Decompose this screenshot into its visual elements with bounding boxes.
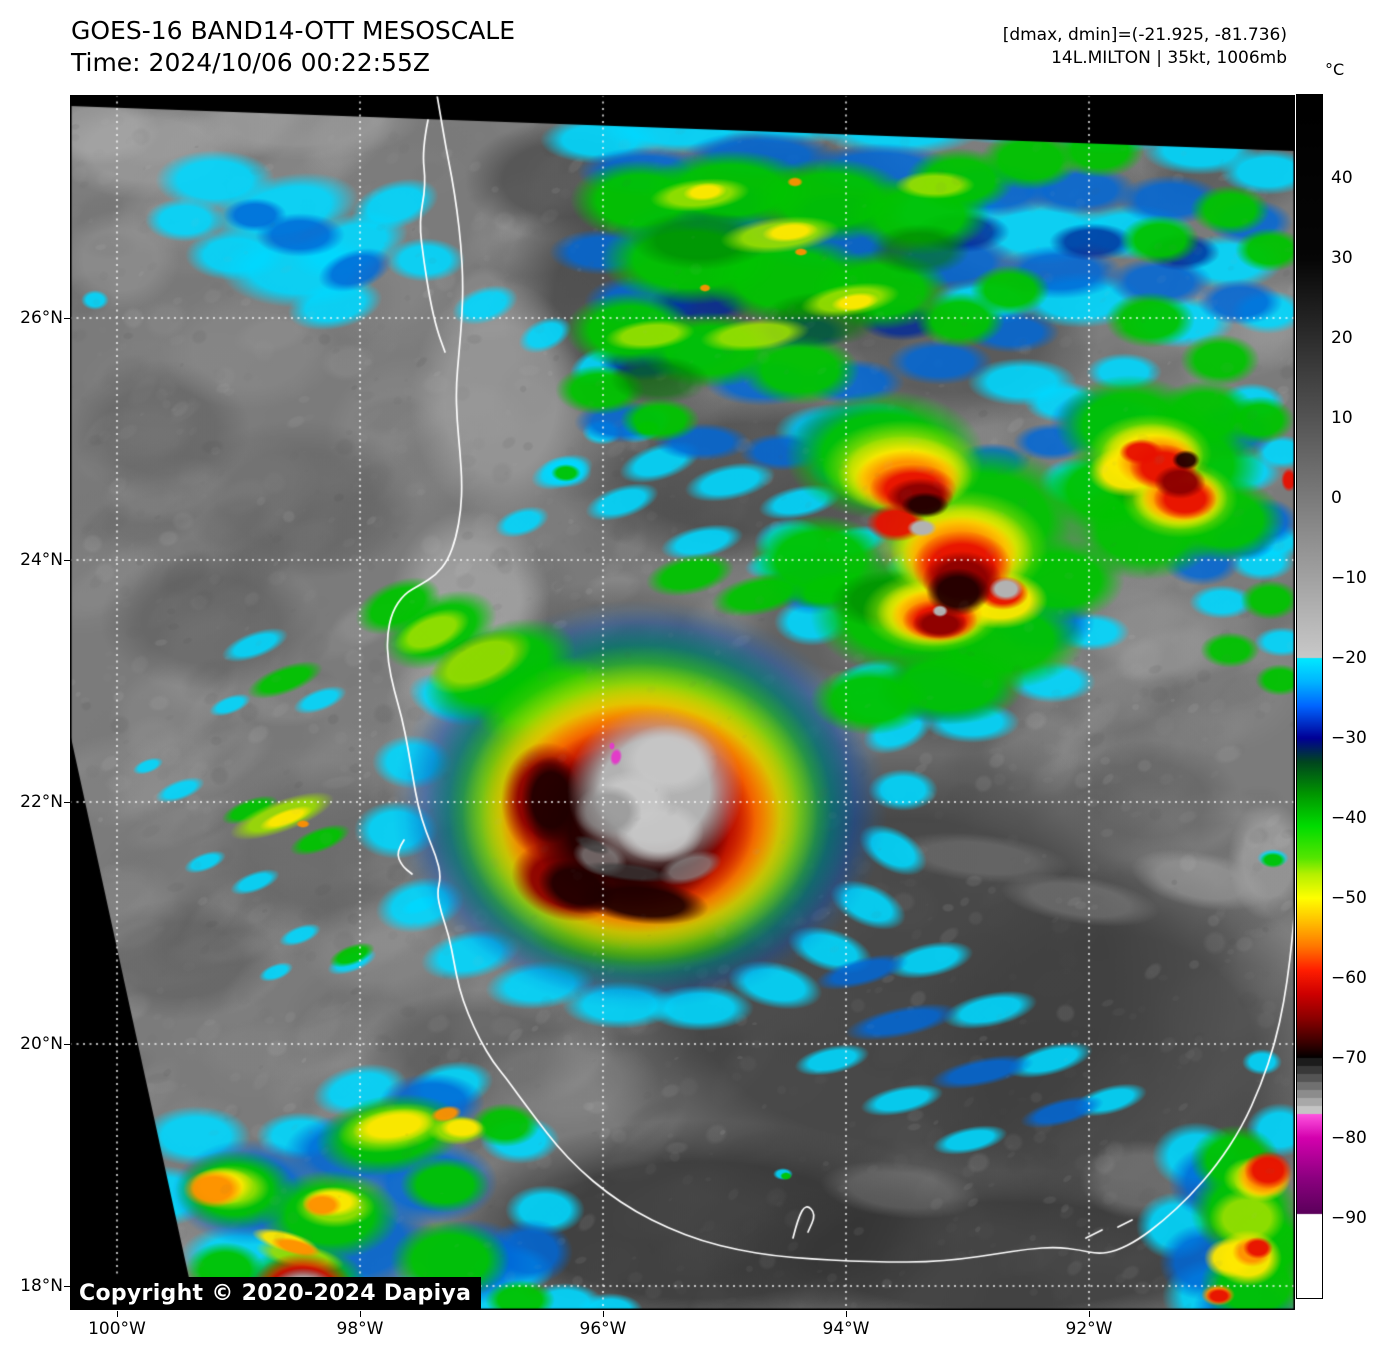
storm-info-annotation: 14L.MILTON | 35kt, 1006mb <box>1051 48 1287 68</box>
lat-tick-label: 24°N <box>20 550 63 570</box>
chart-title: GOES-16 BAND14-OTT MESOSCALE <box>71 16 516 45</box>
lon-tick-mark <box>1088 1311 1090 1317</box>
lat-tick-mark <box>64 801 70 803</box>
colorbar-tick-label: −30 <box>1331 728 1367 748</box>
annotation-block: [dmax, dmin]=(-21.925, -81.736) 14L.MILTO… <box>1003 24 1287 70</box>
copyright-badge: Copyright © 2020-2024 Dapiya <box>70 1277 482 1310</box>
lon-tick-label: 92°W <box>1065 1319 1113 1339</box>
colorbar-gradient <box>1296 94 1323 1299</box>
lon-tick-label: 94°W <box>822 1319 870 1339</box>
lat-tick-label: 20°N <box>20 1034 63 1054</box>
lon-tick-label: 96°W <box>579 1319 627 1339</box>
colorbar-tick-label: 20 <box>1331 328 1353 348</box>
colorbar-tick-label: −90 <box>1331 1208 1367 1228</box>
lat-tick-label: 22°N <box>20 792 63 812</box>
colorbar-tick-label: 30 <box>1331 248 1353 268</box>
lon-tick-label: 100°W <box>88 1319 146 1339</box>
colorbar-tick-label: −70 <box>1331 1048 1367 1068</box>
colorbar-unit-label: °C <box>1325 60 1345 79</box>
dmax-dmin-annotation: [dmax, dmin]=(-21.925, -81.736) <box>1002 25 1287 45</box>
lon-tick-mark <box>602 1311 604 1317</box>
lon-tick-label: 98°W <box>336 1319 384 1339</box>
colorbar-tick-label: −20 <box>1331 648 1367 668</box>
satellite-map-canvas <box>70 95 1295 1310</box>
lat-tick-mark <box>64 1285 70 1287</box>
colorbar-tick-label: 0 <box>1331 488 1342 508</box>
colorbar-tick-label: 40 <box>1331 168 1353 188</box>
lon-tick-mark <box>845 1311 847 1317</box>
colorbar-tick-label: 10 <box>1331 408 1353 428</box>
colorbar-tick-label: −50 <box>1331 888 1367 908</box>
colorbar-tick-label: −40 <box>1331 808 1367 828</box>
colorbar-tick-label: −10 <box>1331 568 1367 588</box>
lat-tick-mark <box>64 317 70 319</box>
lat-tick-mark <box>64 1043 70 1045</box>
colorbar-tick-label: −60 <box>1331 968 1367 988</box>
time-label: Time: 2024/10/06 00:22:55Z <box>71 48 430 77</box>
lon-tick-mark <box>359 1311 361 1317</box>
colorbar-tick-label: −80 <box>1331 1128 1367 1148</box>
lat-tick-label: 18°N <box>20 1276 63 1296</box>
lat-tick-mark <box>64 559 70 561</box>
lon-tick-mark <box>116 1311 118 1317</box>
lat-tick-label: 26°N <box>20 308 63 328</box>
